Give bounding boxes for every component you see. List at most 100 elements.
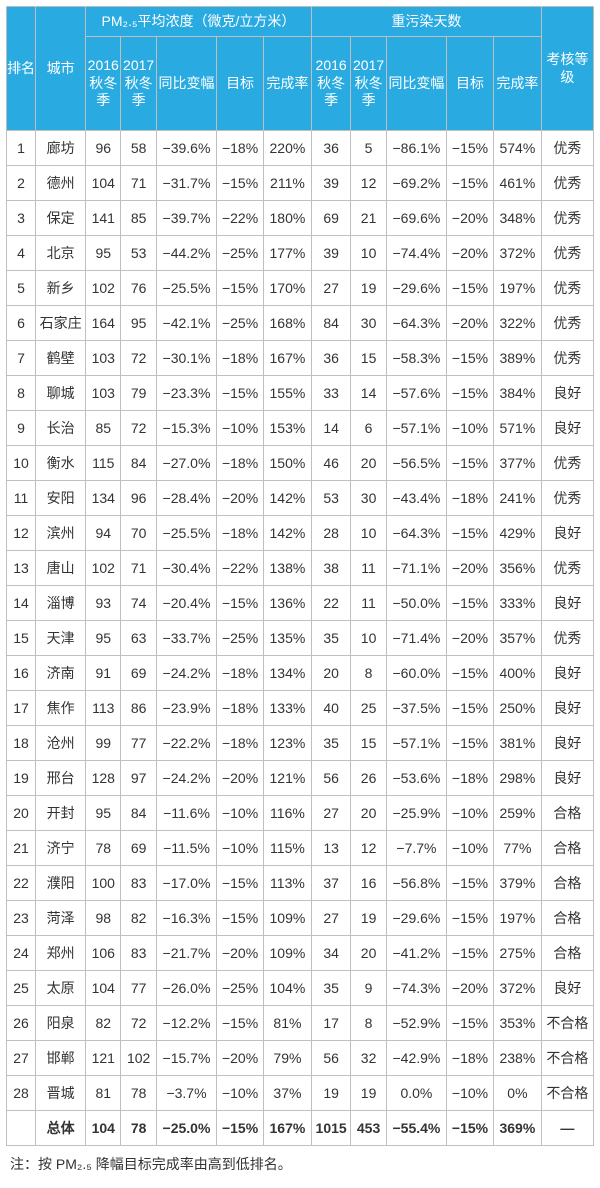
cell-days-target: −10% — [447, 411, 494, 446]
cell-rank: 9 — [7, 411, 36, 446]
cell-pm25-2017: 74 — [121, 586, 156, 621]
cell-rank: 4 — [7, 236, 36, 271]
cell-city: 沧州 — [36, 726, 86, 761]
cell-pm25-2017: 95 — [121, 306, 156, 341]
cell-days-change: −57.1% — [386, 726, 446, 761]
cell-pm25-2017: 69 — [121, 831, 156, 866]
cell-days-change: −52.9% — [386, 1006, 446, 1041]
cell-days-completion: 357% — [493, 621, 541, 656]
table-row: 20开封9584−11.6%−10%116%2720−25.9%−10%259%… — [7, 796, 594, 831]
cell-days-2016: 22 — [311, 586, 351, 621]
cell-days-target: −20% — [447, 551, 494, 586]
cell-days-completion: 348% — [493, 201, 541, 236]
cell-pm25-completion: 109% — [263, 901, 311, 936]
hdr-days-2017: 2017秋冬季 — [351, 37, 386, 131]
cell-pm25-2016: 134 — [86, 481, 121, 516]
cell-days-target: −20% — [447, 201, 494, 236]
cell-days-change: −25.9% — [386, 796, 446, 831]
cell-pm25-2016: 94 — [86, 516, 121, 551]
cell-rank: 19 — [7, 761, 36, 796]
cell-days-2017: 16 — [351, 866, 386, 901]
cell-pm25-completion: 79% — [263, 1041, 311, 1076]
cell-pm25-completion: 116% — [263, 796, 311, 831]
cell-pm25-target: −15% — [217, 1006, 264, 1041]
cell-days-completion: 197% — [493, 271, 541, 306]
cell-pm25-2016: 104 — [86, 1111, 121, 1146]
cell-pm25-change: −3.7% — [156, 1076, 216, 1111]
cell-days-target: −15% — [447, 936, 494, 971]
cell-pm25-completion: 123% — [263, 726, 311, 761]
cell-city: 鹤壁 — [36, 341, 86, 376]
cell-days-target: −20% — [447, 971, 494, 1006]
cell-rank: 8 — [7, 376, 36, 411]
cell-pm25-2016: 95 — [86, 236, 121, 271]
cell-pm25-target: −25% — [217, 971, 264, 1006]
cell-city: 开封 — [36, 796, 86, 831]
cell-days-2017: 8 — [351, 1006, 386, 1041]
cell-city: 邢台 — [36, 761, 86, 796]
cell-days-completion: 77% — [493, 831, 541, 866]
cell-rank: 2 — [7, 166, 36, 201]
cell-days-2016: 40 — [311, 691, 351, 726]
cell-city: 焦作 — [36, 691, 86, 726]
cell-days-2017: 20 — [351, 796, 386, 831]
cell-grade: 优秀 — [541, 551, 593, 586]
hdr-days-change: 同比变幅 — [386, 37, 446, 131]
cell-days-2017: 11 — [351, 586, 386, 621]
cell-city: 保定 — [36, 201, 86, 236]
cell-days-target: −15% — [447, 866, 494, 901]
cell-rank: 10 — [7, 446, 36, 481]
cell-days-target: −15% — [447, 446, 494, 481]
table-header: 排名 城市 PM₂.₅平均浓度（微克/立方米） 重污染天数 考核等级 2016秋… — [7, 7, 594, 131]
cell-days-target: −15% — [447, 586, 494, 621]
cell-days-2016: 53 — [311, 481, 351, 516]
cell-days-2016: 69 — [311, 201, 351, 236]
cell-rank: 6 — [7, 306, 36, 341]
table-row: 6石家庄16495−42.1%−25%168%8430−64.3%−20%322… — [7, 306, 594, 341]
cell-city: 衡水 — [36, 446, 86, 481]
cell-pm25-change: −22.2% — [156, 726, 216, 761]
cell-days-2017: 25 — [351, 691, 386, 726]
cell-days-2016: 27 — [311, 271, 351, 306]
cell-pm25-2016: 128 — [86, 761, 121, 796]
cell-rank: 16 — [7, 656, 36, 691]
table-row: 27邯郸121102−15.7%−20%79%5632−42.9%−18%238… — [7, 1041, 594, 1076]
cell-days-target: −10% — [447, 1076, 494, 1111]
cell-days-change: −50.0% — [386, 586, 446, 621]
cell-days-target: −15% — [447, 691, 494, 726]
cell-pm25-2017: 71 — [121, 166, 156, 201]
cell-pm25-change: −16.3% — [156, 901, 216, 936]
cell-days-completion: 298% — [493, 761, 541, 796]
cell-days-completion: 259% — [493, 796, 541, 831]
cell-pm25-completion: 115% — [263, 831, 311, 866]
cell-rank: 7 — [7, 341, 36, 376]
cell-days-2017: 9 — [351, 971, 386, 1006]
hdr-grade: 考核等级 — [541, 7, 593, 131]
cell-grade: 优秀 — [541, 306, 593, 341]
cell-pm25-2017: 85 — [121, 201, 156, 236]
cell-pm25-change: −23.3% — [156, 376, 216, 411]
cell-days-2016: 39 — [311, 166, 351, 201]
cell-days-completion: 400% — [493, 656, 541, 691]
cell-grade: 良好 — [541, 761, 593, 796]
cell-days-completion: 574% — [493, 131, 541, 166]
cell-pm25-target: −18% — [217, 446, 264, 481]
cell-pm25-2017: 78 — [121, 1111, 156, 1146]
cell-days-2017: 8 — [351, 656, 386, 691]
cell-pm25-target: −10% — [217, 411, 264, 446]
hdr-pm25-group: PM₂.₅平均浓度（微克/立方米） — [86, 7, 312, 37]
cell-pm25-change: −39.6% — [156, 131, 216, 166]
cell-pm25-completion: 135% — [263, 621, 311, 656]
cell-days-completion: 250% — [493, 691, 541, 726]
cell-days-2016: 27 — [311, 901, 351, 936]
cell-city: 邯郸 — [36, 1041, 86, 1076]
cell-pm25-completion: 121% — [263, 761, 311, 796]
cell-pm25-target: −25% — [217, 621, 264, 656]
cell-pm25-completion: 211% — [263, 166, 311, 201]
cell-days-2016: 1015 — [311, 1111, 351, 1146]
cell-days-change: −7.7% — [386, 831, 446, 866]
cell-days-target: −18% — [447, 1041, 494, 1076]
cell-days-2016: 35 — [311, 726, 351, 761]
cell-pm25-2016: 103 — [86, 376, 121, 411]
cell-city: 阳泉 — [36, 1006, 86, 1041]
